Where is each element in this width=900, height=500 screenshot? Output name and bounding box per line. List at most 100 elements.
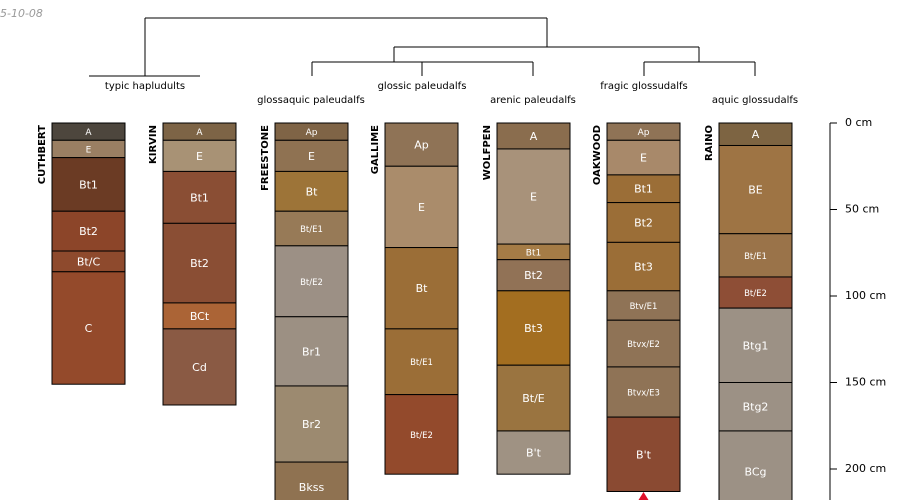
- horizon-label: Ap: [306, 128, 318, 138]
- depth-axis-label: 150 cm: [845, 376, 886, 389]
- horizon-label: Bt2: [79, 225, 98, 238]
- profile-name: FREESTONE: [260, 125, 271, 191]
- profile-name: WOLFPEN: [482, 125, 493, 180]
- horizon-band: [606, 139, 681, 176]
- horizon-label: Bt1: [79, 178, 98, 191]
- profile-raino: A BE Bt/E1 Bt/E2 Btg1 Btg2 BCg: [718, 122, 793, 500]
- horizon-band: [162, 222, 237, 304]
- horizon-label: A: [752, 128, 760, 141]
- horizon-band: [606, 366, 681, 418]
- horizon-label: E: [196, 150, 203, 163]
- horizon-band: [274, 461, 349, 500]
- horizon-band: [718, 382, 793, 432]
- profile-name: CUTHBERT: [37, 125, 48, 184]
- horizon-band: [718, 144, 793, 235]
- truncation-marker: [638, 492, 649, 500]
- horizon-band: [51, 157, 126, 212]
- depth-axis-label: 0 cm: [845, 116, 872, 129]
- horizon-label: Bt/C: [77, 255, 101, 268]
- horizon-label: Bt1: [526, 248, 541, 258]
- horizon-label: Bt3: [634, 261, 653, 274]
- horizon-band: [606, 290, 681, 321]
- taxon-label: aquic glossudalfs: [712, 95, 798, 106]
- horizon-band: [162, 328, 237, 406]
- horizon-band: [384, 394, 459, 475]
- horizon-label: Br2: [302, 418, 321, 431]
- horizon-label: E: [86, 145, 92, 155]
- horizon-label: Btv/E1: [630, 302, 658, 312]
- horizon-label: A: [530, 130, 538, 143]
- profile-name: RAINO: [704, 125, 715, 161]
- horizon-label: Cd: [192, 361, 207, 374]
- horizon-band: [51, 271, 126, 385]
- horizon-label: Btg1: [743, 339, 769, 352]
- horizon-band: [274, 170, 349, 212]
- horizon-band: [162, 302, 237, 330]
- horizon-band: [718, 233, 793, 278]
- horizon-label: A: [85, 128, 92, 138]
- horizon-label: Bt/E1: [300, 225, 323, 235]
- horizon-label: Bt2: [634, 216, 653, 229]
- horizon-label: Bt/E2: [744, 289, 767, 299]
- horizon-label: BCg: [744, 466, 766, 479]
- profile-name: GALLIME: [370, 125, 381, 174]
- horizon-band: [606, 241, 681, 292]
- horizon-label: E: [418, 201, 425, 214]
- horizon-label: E: [640, 152, 647, 165]
- horizon-band: [51, 210, 126, 252]
- horizon-label: Btvx/E3: [627, 389, 660, 399]
- horizon-band: [384, 122, 459, 167]
- horizon-label: Bt1: [634, 183, 653, 196]
- horizon-band: [606, 416, 681, 492]
- depth-axis-label: 50 cm: [845, 203, 879, 216]
- horizon-band: [384, 328, 459, 396]
- horizon-band: [274, 245, 349, 318]
- horizon-band: [274, 385, 349, 463]
- horizon-label: Bt3: [524, 322, 543, 335]
- horizon-band: [162, 170, 237, 224]
- horizon-label: Bt/E1: [410, 358, 433, 368]
- horizon-label: Bt/E: [522, 392, 545, 405]
- horizon-label: Bt/E2: [300, 278, 323, 288]
- taxon-label: typic hapludults: [105, 81, 185, 92]
- horizon-band: [274, 316, 349, 387]
- horizon-label: B't: [526, 447, 542, 460]
- profile-wolfpen: A E Bt1 Bt2 Bt3 Bt/E B't: [496, 122, 571, 475]
- horizon-label: Ap: [638, 128, 650, 138]
- horizon-label: Bt1: [190, 191, 209, 204]
- profile-freestone: Ap E Bt Bt/E1 Bt/E2 Br1 Br2 Bkss: [274, 122, 349, 500]
- horizon-label: A: [196, 128, 203, 138]
- horizon-band: [496, 364, 571, 432]
- depth-axis-label: 100 cm: [845, 289, 886, 302]
- horizon-band: [384, 247, 459, 330]
- horizon-band: [384, 165, 459, 249]
- horizon-band: [496, 122, 571, 150]
- horizon-label: Bt: [416, 282, 429, 295]
- corner-label: 5-10-08: [0, 7, 43, 20]
- horizon-label: Bt2: [524, 269, 543, 282]
- horizon-label: Bt/E2: [410, 431, 433, 441]
- horizon-label: BCt: [190, 310, 210, 323]
- profile-kirvin: A E Bt1 Bt2 BCt Cd: [162, 122, 237, 406]
- horizon-label: B't: [636, 448, 652, 461]
- horizon-label: E: [530, 191, 537, 204]
- horizon-label: Bt/E1: [744, 252, 767, 262]
- horizon-label: E: [308, 150, 315, 163]
- profile-cuthbert: AE Bt1 Bt2 Bt/C C: [51, 122, 126, 385]
- horizon-label: Br1: [302, 345, 321, 358]
- horizon-label: BE: [748, 184, 763, 197]
- horizon-band: [162, 139, 237, 172]
- horizon-label: Btg2: [743, 401, 769, 414]
- taxon-label: fragic glossudalfs: [600, 81, 688, 92]
- horizon-label: Bt: [306, 185, 319, 198]
- horizon-band: [274, 139, 349, 172]
- profile-name: KIRVIN: [148, 125, 159, 164]
- depth-axis-label: 200 cm: [845, 462, 886, 475]
- profile-gallime: Ap E Bt Bt/E1 Bt/E2: [384, 122, 459, 475]
- horizon-label: Bkss: [299, 481, 325, 494]
- taxon-label: glossaquic paleudalfs: [257, 95, 365, 106]
- taxon-label: arenic paleudalfs: [490, 95, 576, 106]
- horizon-band: [496, 148, 571, 245]
- horizon-band: [496, 430, 571, 475]
